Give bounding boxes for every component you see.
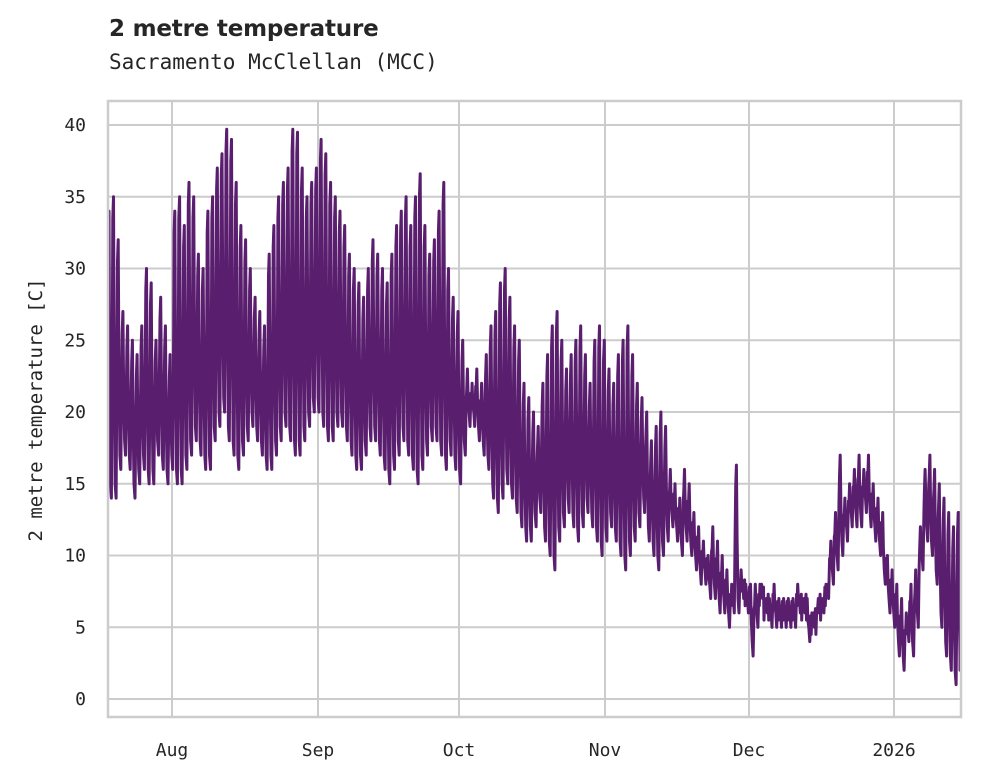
y-axis-ticks: 0 5 10 15 20 25 30 35 40 <box>64 115 86 710</box>
x-tick-label: Aug <box>156 740 189 761</box>
temperature-line <box>107 127 962 687</box>
chart-subtitle: Sacramento McClellan (MCC) <box>109 50 438 74</box>
y-tick-label: 30 <box>64 259 86 280</box>
x-tick-label: Dec <box>733 740 766 761</box>
y-tick-label: 35 <box>64 187 86 208</box>
x-axis-ticks: Aug Sep Oct Nov Dec 2026 <box>156 740 916 761</box>
x-tick-label: Nov <box>589 740 622 761</box>
chart-title: 2 metre temperature <box>109 16 379 42</box>
plot-frame <box>106 99 963 719</box>
y-tick-label: 20 <box>64 402 86 423</box>
y-tick-label: 15 <box>64 474 86 495</box>
x-tick-label: Oct <box>443 740 476 761</box>
x-tick-label: 2026 <box>872 740 915 761</box>
temperature-series <box>107 127 962 687</box>
y-tick-label: 0 <box>75 689 86 710</box>
y-tick-label: 25 <box>64 330 86 351</box>
x-tick-label: Sep <box>302 740 335 761</box>
y-tick-label: 40 <box>64 115 86 136</box>
y-tick-label: 10 <box>64 546 86 567</box>
y-tick-label: 5 <box>75 617 86 638</box>
